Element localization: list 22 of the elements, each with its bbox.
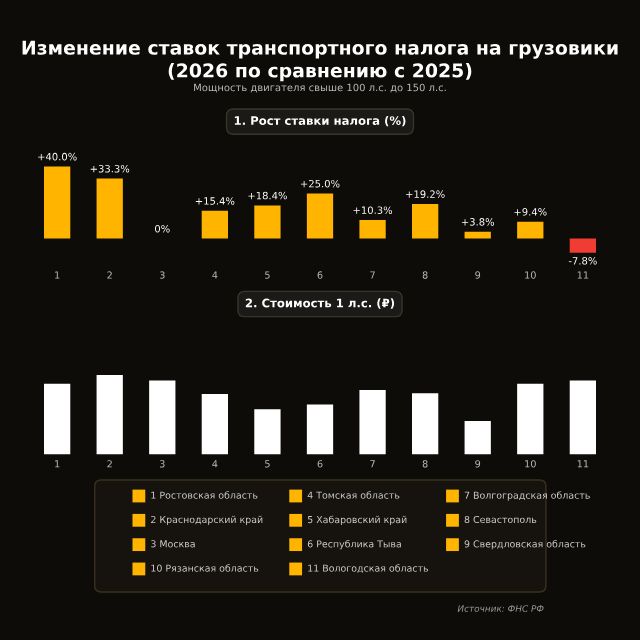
bar (359, 390, 386, 455)
bar (254, 205, 281, 239)
bar (306, 193, 334, 239)
bar (149, 380, 176, 455)
bar (201, 210, 228, 239)
bar (569, 380, 596, 455)
bar (464, 421, 491, 455)
bar (569, 238, 596, 253)
bar (96, 178, 123, 239)
bar (254, 409, 281, 455)
bar (306, 404, 334, 455)
bar (44, 383, 71, 455)
bar (359, 220, 386, 239)
bar (201, 394, 228, 455)
bar (412, 204, 439, 239)
bar (412, 393, 439, 455)
bar (517, 383, 544, 455)
bar (44, 166, 71, 239)
bar (464, 231, 491, 239)
bar (517, 221, 544, 239)
bar (96, 375, 123, 455)
chart-title: Изменение ставок транспортного налога на грузовики (2026 по сравнению с 2025) (22, 40, 618, 82)
